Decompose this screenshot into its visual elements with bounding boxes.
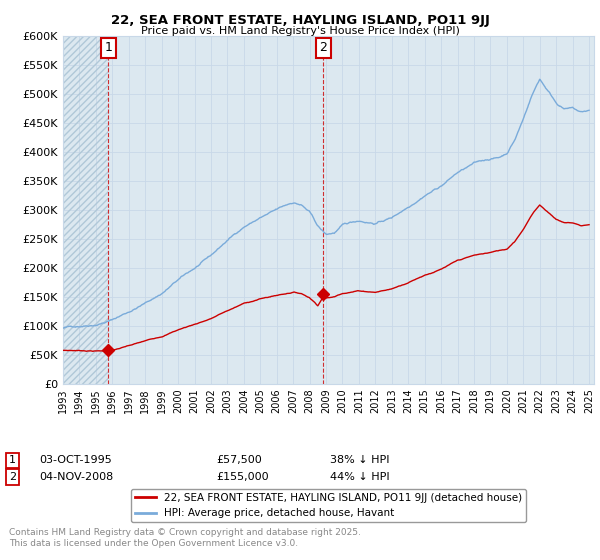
Text: 38% ↓ HPI: 38% ↓ HPI	[330, 455, 389, 465]
Text: 1: 1	[9, 455, 16, 465]
Legend: 22, SEA FRONT ESTATE, HAYLING ISLAND, PO11 9JJ (detached house), HPI: Average pr: 22, SEA FRONT ESTATE, HAYLING ISLAND, PO…	[131, 489, 526, 522]
Text: Price paid vs. HM Land Registry's House Price Index (HPI): Price paid vs. HM Land Registry's House …	[140, 26, 460, 36]
Text: £155,000: £155,000	[216, 472, 269, 482]
Text: 03-OCT-1995: 03-OCT-1995	[39, 455, 112, 465]
Bar	[63, 36, 108, 384]
Text: 22, SEA FRONT ESTATE, HAYLING ISLAND, PO11 9JJ: 22, SEA FRONT ESTATE, HAYLING ISLAND, PO…	[110, 14, 490, 27]
Text: 44% ↓ HPI: 44% ↓ HPI	[330, 472, 389, 482]
Text: 04-NOV-2008: 04-NOV-2008	[39, 472, 113, 482]
Text: 1: 1	[104, 41, 112, 54]
Text: 2: 2	[9, 472, 16, 482]
Text: £57,500: £57,500	[216, 455, 262, 465]
Text: 2: 2	[319, 41, 328, 54]
Text: Contains HM Land Registry data © Crown copyright and database right 2025.
This d: Contains HM Land Registry data © Crown c…	[9, 528, 361, 548]
